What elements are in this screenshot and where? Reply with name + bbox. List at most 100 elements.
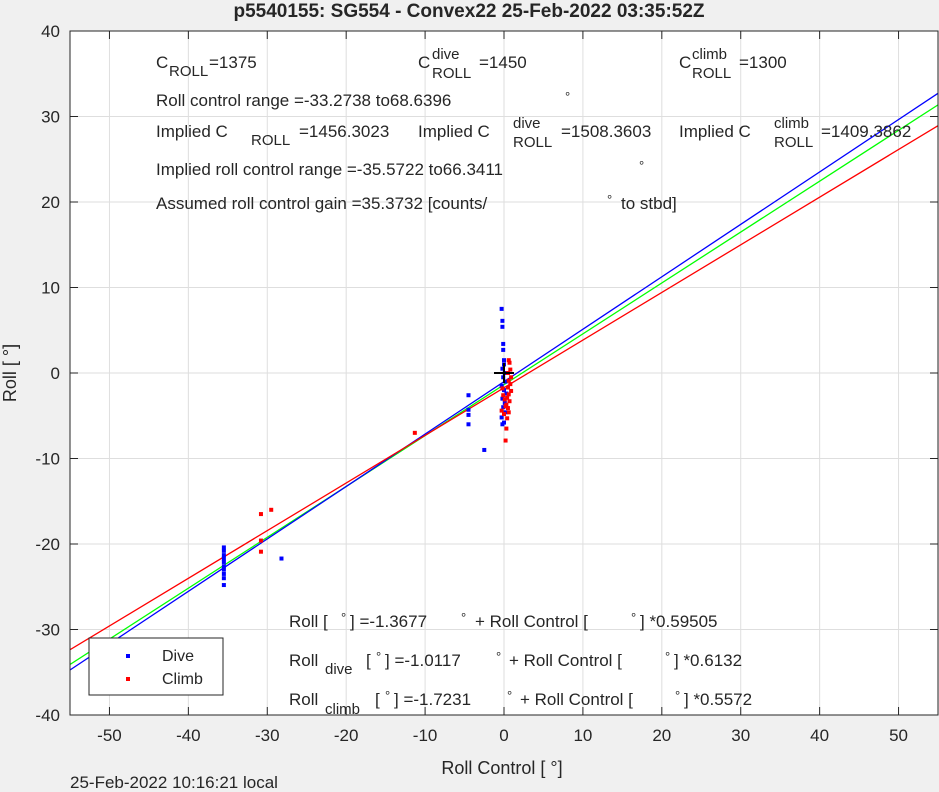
eq-climb-subscript: climb [325,701,360,718]
assumed-gain: Assumed roll control gain =35.3732 [coun… [156,194,488,213]
point-climb [503,438,508,443]
equation-climb: Roll climb [ ° ] =-1.7231 ° + Roll Contr… [289,688,752,718]
eq-all-control: + Roll Control [ [475,612,588,631]
implied-c-dive: Implied C dive ROLL =1508.3603 [418,115,651,151]
point-dive [221,583,226,588]
point-dive [501,405,506,410]
degree-symbol: ° [639,158,644,173]
implied-c-roll: Implied C ROLL =1456.3023 [156,122,389,149]
x-tick-label: -50 [97,726,122,745]
c-dive-superscript: dive [432,46,460,63]
y-tick-label: 20 [41,193,60,212]
data-points [221,306,514,588]
legend-label-climb: Climb [162,671,203,688]
legend-marker-climb [126,677,130,681]
c-climb-symbol: C [679,53,691,72]
degree-symbol: ° [631,610,636,625]
implied-c-dive-subscript: ROLL [513,134,552,151]
eq-climb-slope: ] *0.5572 [684,690,752,709]
degree-symbol: ° [565,89,570,104]
c-dive-annotation: C dive ROLL =1450 [418,46,527,82]
y-tick-label: 10 [41,279,60,298]
point-dive [279,556,284,561]
point-climb [507,399,512,404]
point-dive [221,576,226,581]
eq-all-intercept: ] =-1.3677 [350,612,427,631]
degree-symbol: ° [507,688,512,703]
x-tick-label: 30 [731,726,750,745]
eq-climb-control: + Roll Control [ [520,690,633,709]
point-dive [502,358,506,363]
eq-climb-lhs: Roll [289,690,318,709]
point-climb [258,549,263,554]
point-dive [501,341,506,346]
footer-timestamp: 25-Feb-2022 10:16:21 local [70,773,278,792]
implied-c-dive-value: =1508.3603 [561,122,651,141]
point-climb [508,382,513,387]
point-climb [504,426,509,431]
roll-control-range: Roll control range =-33.2738 to68.6396 [156,91,451,110]
c-dive-subscript: ROLL [432,65,471,82]
point-dive [221,564,226,569]
point-climb [502,412,506,417]
eq-dive-subscript: dive [325,661,353,678]
point-dive [499,383,504,388]
point-climb [506,378,511,383]
point-dive [499,306,504,311]
y-tick-label: -30 [35,621,60,640]
point-climb [506,410,511,415]
point-climb [269,507,274,512]
point-climb [412,430,417,435]
implied-c-roll-value: =1456.3023 [299,122,389,141]
implied-c-climb-label: Implied C [679,122,751,141]
y-tick-label: -40 [35,706,60,725]
c-climb-superscript: climb [692,46,727,63]
point-climb [508,367,513,372]
point-dive [500,318,505,323]
point-dive [500,324,505,329]
point-dive [221,553,226,558]
x-tick-label: 0 [499,726,508,745]
point-climb [507,360,512,365]
c-roll-symbol: C [156,53,168,72]
y-tick-label: -10 [35,450,60,469]
y-tick-label: 0 [51,364,60,383]
x-axis-label: Roll Control [ °] [441,758,562,778]
legend: Dive Climb [88,637,224,696]
eq-climb-intercept: ] =-1.7231 [394,690,471,709]
implied-c-dive-superscript: dive [513,115,541,132]
degree-symbol: ° [385,688,390,703]
c-roll-subscript: ROLL [169,63,208,80]
assumed-gain-tail: to stbd] [621,194,677,213]
point-climb [499,408,504,413]
point-climb [506,392,511,397]
c-roll-value: =1375 [209,53,257,72]
y-tick-label: 30 [41,108,60,127]
point-climb [500,386,505,391]
point-climb [509,375,514,380]
legend-box [88,637,224,696]
degree-symbol: ° [675,688,680,703]
implied-c-climb-superscript: climb [774,115,809,132]
point-dive [221,571,226,576]
implied-roll-control-range: Implied roll control range =-35.5722 to6… [156,160,503,179]
y-axis-label: Roll [ °] [0,344,20,402]
eq-dive-bracket: [ [366,651,371,670]
point-dive [221,545,226,550]
degree-symbol: ° [461,610,466,625]
eq-dive-control: + Roll Control [ [509,651,622,670]
c-climb-annotation: C climb ROLL =1300 [679,46,787,82]
implied-c-climb-subscript: ROLL [774,134,813,151]
eq-dive-lhs: Roll [289,651,318,670]
eq-dive-slope: ] *0.6132 [674,651,742,670]
degree-symbol: ° [665,649,670,664]
point-climb [505,385,510,390]
eq-climb-bracket: [ [375,690,380,709]
point-climb [505,406,510,411]
x-tick-label: -30 [255,726,280,745]
origin-marker [494,363,514,383]
degree-symbol: ° [496,649,501,664]
eq-all-slope: ] *0.59505 [640,612,718,631]
eq-dive-intercept: ] =-1.0117 [385,651,461,670]
